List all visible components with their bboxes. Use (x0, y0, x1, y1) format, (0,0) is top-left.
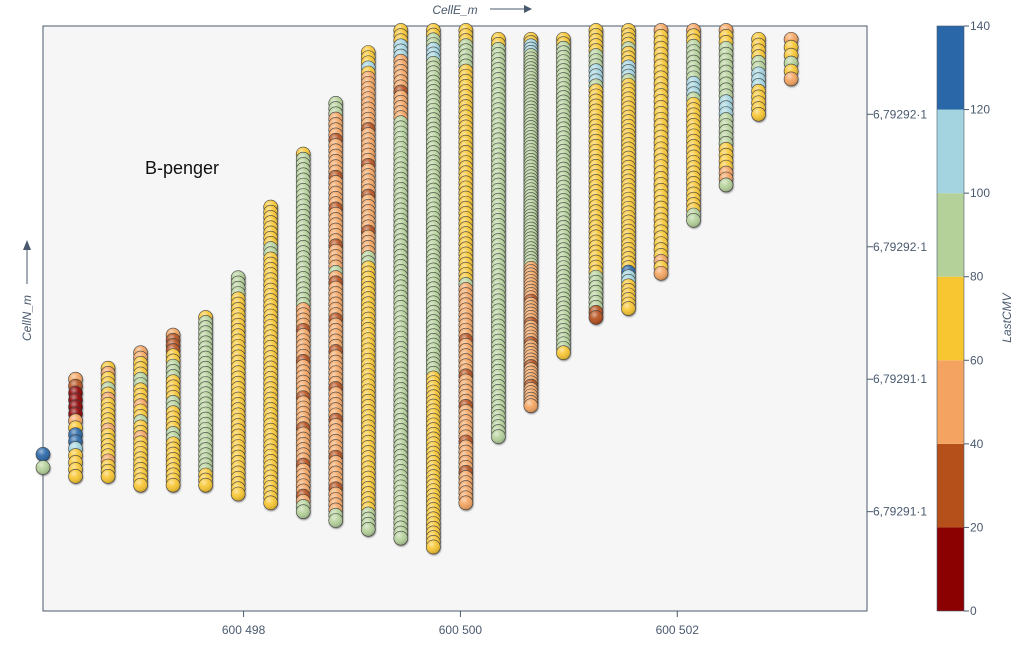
data-point-gloss (328, 513, 343, 528)
data-point-gloss (393, 531, 408, 546)
data-point-gloss (133, 478, 148, 493)
data-point (230, 486, 246, 502)
data-point (100, 469, 116, 484)
data-point-gloss (36, 460, 50, 475)
chart-annotation: B-penger (145, 158, 219, 178)
data-point-gloss (426, 539, 441, 554)
data-point-gloss (719, 177, 734, 192)
data-point-gloss (458, 495, 473, 510)
data-point-gloss (784, 71, 799, 86)
data-point-gloss (198, 478, 213, 493)
colorbar: 0 20 40 60 80 100 120 140 (936, 19, 990, 618)
data-point-gloss (751, 107, 766, 122)
data-point-gloss (686, 213, 701, 228)
data-point (491, 429, 506, 444)
colorbar-segment (937, 193, 964, 277)
data-point (198, 477, 213, 493)
x-tick-label: 600 498 (222, 623, 266, 637)
colorbar-segment (937, 109, 964, 194)
data-point (35, 446, 51, 462)
data-point-gloss (361, 522, 376, 537)
colorbar-tick-label: 60 (970, 353, 984, 367)
colorbar-tick-label: 140 (970, 19, 990, 33)
x-tick-label: 600 500 (439, 623, 483, 637)
data-point (718, 177, 734, 193)
data-point (35, 460, 51, 475)
data-point (426, 539, 441, 555)
data-point (783, 71, 799, 87)
data-point-gloss (101, 469, 116, 484)
colorbar-tick-label: 100 (970, 186, 990, 200)
data-points (35, 23, 799, 555)
y-tick-label: 6,79292·1 (873, 107, 927, 121)
data-point-gloss (263, 495, 278, 510)
data-point (588, 310, 604, 325)
data-point (328, 513, 344, 528)
x-tick-label: 600 502 (656, 623, 700, 637)
data-point (295, 504, 311, 519)
data-point-gloss (556, 345, 571, 360)
colorbar-segment (937, 443, 964, 528)
data-point-gloss (621, 301, 636, 316)
colorbar-title: LastCMV (1000, 292, 1014, 342)
colorbar-segment (937, 26, 964, 110)
data-point (621, 301, 636, 316)
data-point-gloss (296, 504, 311, 519)
data-point-gloss (491, 429, 506, 444)
y-tick-label: 6,79291·1 (873, 505, 927, 519)
data-point (751, 107, 766, 122)
data-point (458, 495, 474, 511)
colorbar-tick-label: 40 (970, 437, 984, 451)
x-axis-arrowhead (524, 5, 532, 13)
data-point-gloss (654, 266, 668, 281)
data-point (68, 469, 83, 484)
data-point-gloss (36, 447, 50, 462)
data-point-gloss (523, 398, 538, 413)
colorbar-tick-label: 80 (970, 270, 984, 284)
y-tick-label: 6,79291·1 (873, 372, 927, 386)
plot-area (42, 25, 868, 612)
data-point (165, 477, 181, 493)
y-axis: 6,79292·1 6,79292·1 6,79291·1 6,79291·1 (867, 107, 927, 519)
y-axis-arrowhead (23, 240, 31, 250)
colorbar-segment (937, 527, 964, 611)
data-point (393, 530, 409, 546)
x-axis: 600 498 600 500 600 502 (222, 611, 699, 637)
data-point-gloss (68, 469, 83, 484)
data-point (556, 345, 571, 361)
colorbar-tick-label: 20 (970, 520, 984, 534)
x-axis-title: CellE_m (432, 3, 477, 17)
data-point (653, 265, 669, 281)
colorbar-frame (936, 25, 965, 612)
data-point-gloss (166, 478, 181, 493)
y-axis-title: CellN_m (20, 295, 34, 341)
y-tick-label: 6,79292·1 (873, 240, 927, 254)
data-point (523, 398, 539, 413)
data-point (360, 522, 376, 537)
data-point (263, 495, 278, 511)
colorbar-segment (937, 276, 964, 361)
data-point (686, 212, 701, 228)
data-point-gloss (588, 310, 603, 325)
colorbar-tick-label: 0 (970, 604, 977, 618)
colorbar-tick-label: 120 (970, 103, 990, 117)
x-axis-title-group: CellE_m (432, 3, 532, 17)
colorbar-segment (937, 360, 964, 444)
data-point-gloss (231, 487, 246, 501)
y-axis-title-group: CellN_m (20, 240, 34, 341)
data-point (133, 477, 148, 493)
